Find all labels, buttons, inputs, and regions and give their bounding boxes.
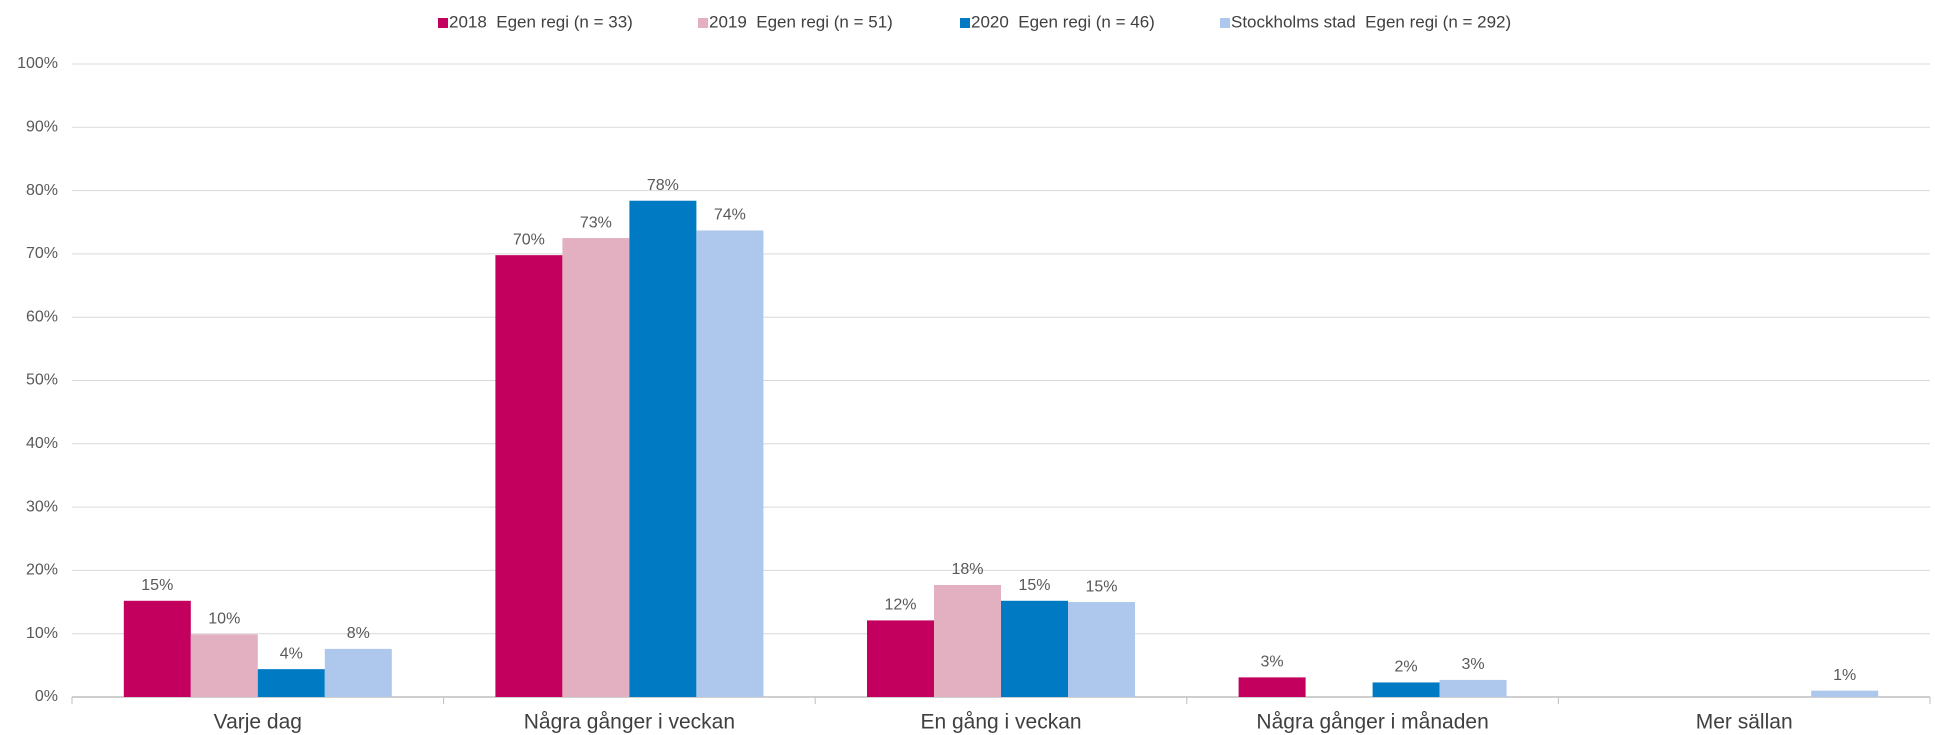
- y-tick-label: 40%: [26, 435, 58, 452]
- y-tick-label: 50%: [26, 372, 58, 389]
- y-tick-label: 90%: [26, 119, 58, 136]
- legend-label: Stockholms stad Egen regi (n = 292): [1231, 12, 1511, 31]
- bar: [1001, 600, 1068, 697]
- bar: [324, 648, 392, 697]
- legend-label: 2019 Egen regi (n = 51): [709, 12, 893, 31]
- data-label: 73%: [580, 214, 612, 231]
- bar: [1439, 679, 1507, 697]
- x-tick-label: Några gånger i veckan: [524, 711, 735, 734]
- data-label: 12%: [884, 597, 916, 614]
- bar: [1811, 690, 1879, 697]
- x-tick-label: Mer sällan: [1696, 711, 1793, 734]
- data-label: 4%: [280, 645, 303, 662]
- y-tick-label: 10%: [26, 625, 58, 642]
- legend-label: 2018 Egen regi (n = 33): [449, 12, 633, 31]
- bar: [257, 669, 325, 697]
- y-tick-label: 60%: [26, 308, 58, 325]
- legend-label: 2020 Egen regi (n = 46): [971, 12, 1155, 31]
- legend-swatch: [1220, 18, 1230, 28]
- data-label: 15%: [141, 577, 173, 594]
- data-label: 1%: [1833, 667, 1856, 684]
- bar: [190, 634, 258, 697]
- legend-swatch: [438, 18, 448, 28]
- x-tick-label: Några gånger i månaden: [1256, 711, 1488, 734]
- bar: [1372, 682, 1440, 697]
- data-label: 74%: [714, 207, 746, 224]
- y-tick-label: 100%: [17, 55, 58, 72]
- data-label: 3%: [1261, 654, 1284, 671]
- data-label: 15%: [1018, 577, 1050, 594]
- bar: [1238, 677, 1306, 697]
- bar: [562, 238, 630, 697]
- legend-swatch: [960, 18, 970, 28]
- y-tick-label: 20%: [26, 562, 58, 579]
- y-tick-label: 70%: [26, 245, 58, 262]
- bar: [696, 230, 764, 697]
- data-label: 70%: [513, 231, 545, 248]
- data-label: 15%: [1085, 578, 1117, 595]
- data-label: 10%: [208, 611, 240, 628]
- x-tick-label: Varje dag: [214, 711, 302, 734]
- bar: [629, 200, 697, 697]
- y-tick-label: 0%: [35, 688, 58, 705]
- bar: [867, 620, 934, 697]
- legend-swatch: [698, 18, 708, 28]
- bar: [123, 600, 191, 697]
- x-tick-label: En gång i veckan: [920, 711, 1081, 734]
- data-label: 2%: [1395, 659, 1418, 676]
- data-label: 3%: [1462, 656, 1485, 673]
- data-label: 78%: [647, 177, 679, 194]
- bar: [495, 255, 563, 697]
- bar: [934, 584, 1001, 697]
- bar: [1068, 602, 1135, 697]
- y-tick-label: 30%: [26, 498, 58, 515]
- data-label: 18%: [951, 561, 983, 578]
- data-label: 8%: [347, 625, 370, 642]
- y-tick-label: 80%: [26, 182, 58, 199]
